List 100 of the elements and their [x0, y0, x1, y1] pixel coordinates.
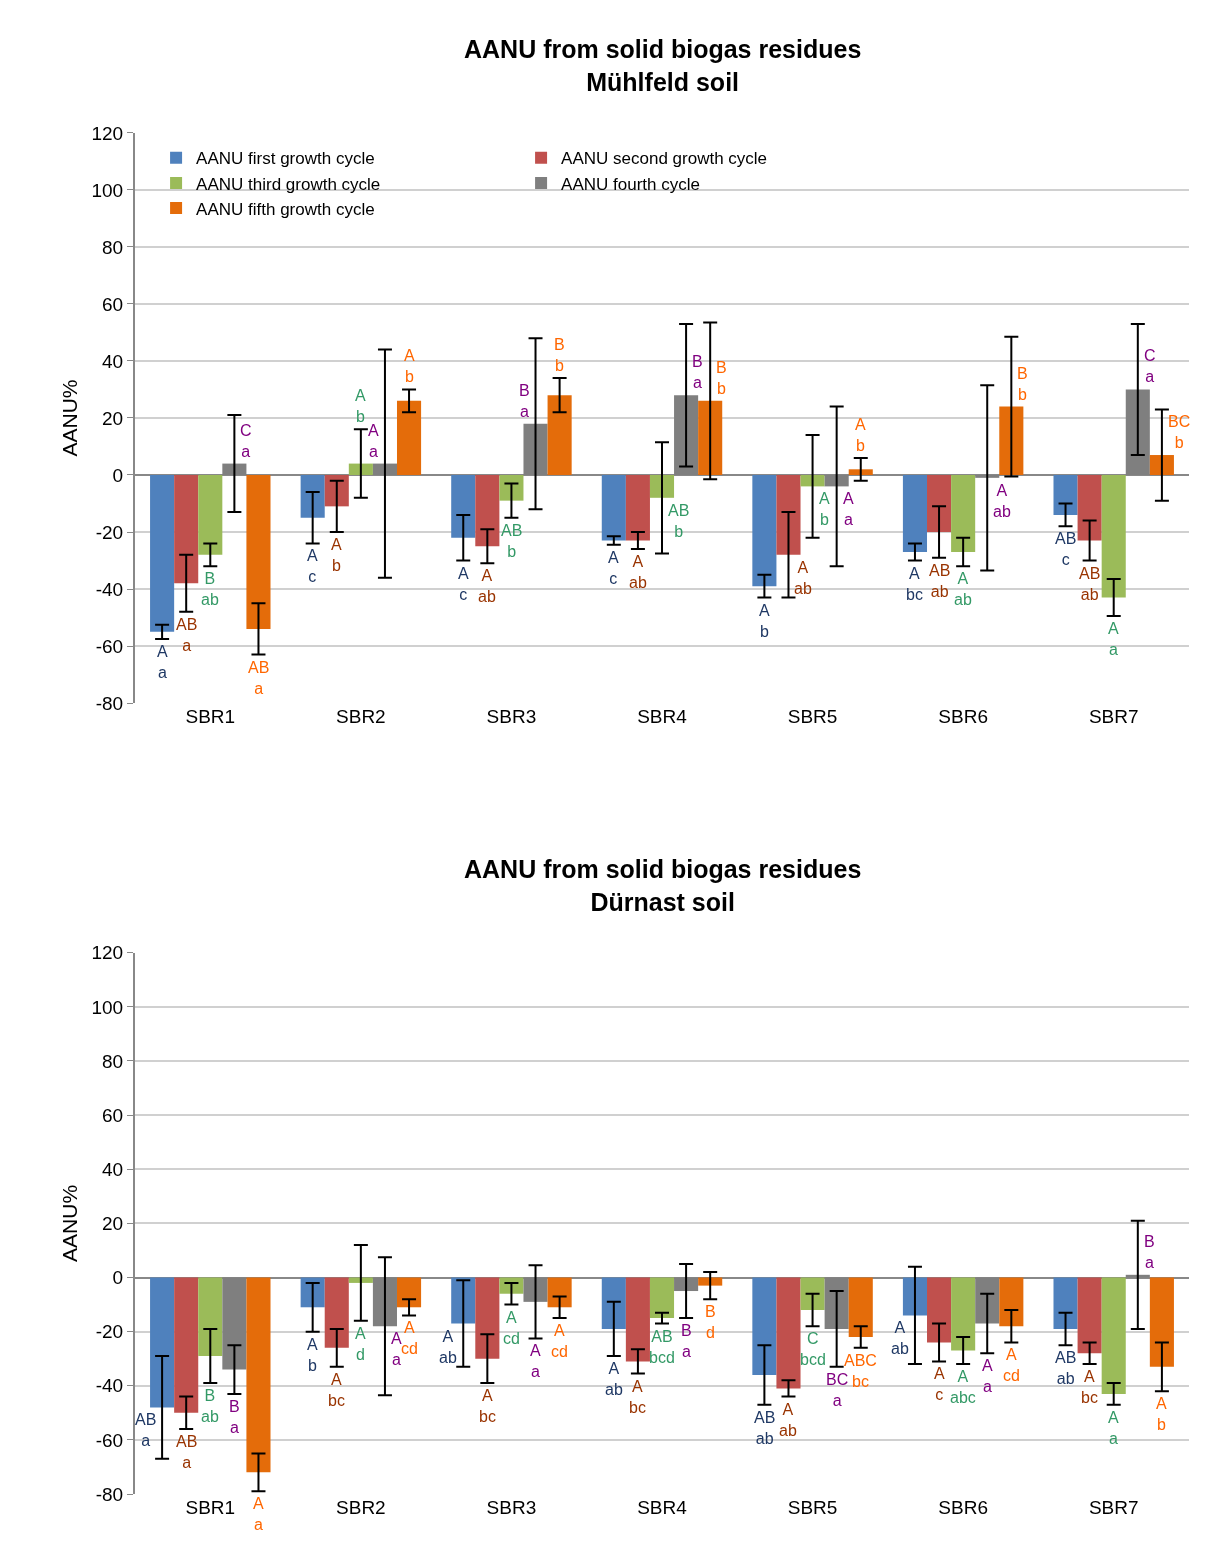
y-tick-label: 120	[91, 942, 124, 964]
y-tick-label: 60	[102, 1104, 124, 1126]
data-label: A bc	[906, 565, 923, 603]
data-label: AB ab	[1079, 565, 1101, 603]
bar	[1101, 474, 1126, 598]
data-label: A a	[1108, 620, 1119, 658]
data-label: A a	[391, 1330, 402, 1368]
data-label: BC b	[1168, 413, 1191, 451]
data-label: A bc	[629, 1378, 646, 1416]
bar	[499, 474, 524, 501]
data-label: C bcd	[800, 1330, 826, 1368]
y-tick-label: 60	[102, 293, 124, 315]
bar	[547, 395, 572, 475]
data-label: AB b	[668, 502, 690, 540]
data-label: A c	[307, 547, 318, 585]
legend-label: AANU second growth cycle	[561, 149, 768, 169]
data-label: A c	[934, 1365, 945, 1403]
data-label: B a	[1144, 1233, 1155, 1271]
data-label: A bc	[1081, 1368, 1098, 1406]
chart-title: AANU from solid biogas residues Mühlfeld soil	[464, 35, 862, 96]
data-label: A ab	[794, 559, 812, 597]
data-label: AB ab	[754, 1409, 776, 1447]
bar	[300, 474, 325, 518]
bar	[999, 406, 1024, 475]
data-label: A b	[331, 536, 342, 574]
y-tick-label: -40	[95, 578, 124, 600]
x-tick-label: SBR2	[336, 1497, 386, 1519]
bar	[396, 400, 422, 475]
y-tick-label: -60	[95, 1429, 124, 1451]
data-label: B a	[519, 382, 530, 420]
data-label: A d	[355, 1325, 366, 1363]
data-label: AB c	[1055, 530, 1077, 568]
bar	[198, 474, 223, 555]
data-label: A a	[1108, 1409, 1119, 1447]
bar	[698, 400, 723, 475]
x-tick-label: SBR7	[1088, 706, 1139, 728]
data-label: B d	[705, 1303, 716, 1341]
y-tick-label: 20	[102, 407, 124, 429]
bar	[451, 474, 476, 538]
data-label: B ab	[201, 570, 219, 608]
data-label: A a	[368, 422, 379, 460]
y-tick-label: 120	[91, 122, 124, 144]
bar	[625, 474, 650, 541]
data-label: A b	[759, 602, 770, 640]
bar	[1149, 455, 1174, 475]
data-label: B ab	[201, 1387, 219, 1425]
bar	[475, 474, 500, 547]
data-label: AB a	[135, 1411, 157, 1449]
y-tick-label: -40	[95, 1375, 124, 1397]
data-label: AB b	[501, 522, 523, 560]
x-tick-label: SBR2	[336, 706, 386, 728]
data-label: AB a	[176, 616, 198, 654]
data-label: AB a	[248, 659, 270, 697]
x-tick-label: SBR3	[486, 706, 537, 728]
data-label: A bc	[328, 1371, 345, 1409]
data-label: A cd	[551, 1322, 568, 1360]
y-tick-label: -80	[95, 1483, 124, 1505]
y-tick-label: -20	[95, 521, 124, 543]
data-label: AB ab	[929, 562, 951, 600]
data-label: A cd	[401, 1319, 418, 1357]
legend-label: AANU first growth cycle	[196, 149, 375, 169]
data-label: A a	[982, 1357, 993, 1395]
legend-label: AANU fifth growth cycle	[196, 199, 375, 219]
data-label: A ab	[779, 1401, 797, 1439]
bar	[601, 474, 626, 541]
y-tick-label: 20	[102, 1213, 124, 1235]
x-tick-label: SBR6	[938, 706, 988, 728]
x-tick-label: SBR1	[185, 1497, 236, 1519]
data-label: AB a	[176, 1433, 198, 1471]
legend-label: AANU third growth cycle	[196, 174, 381, 194]
data-label: A a	[843, 490, 854, 528]
bar	[150, 474, 175, 632]
x-tick-label: SBR1	[185, 706, 236, 728]
data-label: A ab	[629, 553, 647, 591]
x-tick-label: SBR4	[637, 706, 688, 728]
y-tick-label: -60	[95, 635, 124, 657]
bar	[951, 474, 976, 552]
data-label: B a	[229, 1398, 240, 1436]
data-label: A cd	[1003, 1346, 1020, 1384]
y-tick-label: 40	[102, 350, 124, 372]
data-label: AB ab	[1055, 1349, 1077, 1387]
y-tick-label: 100	[91, 996, 124, 1018]
data-label: A ab	[605, 1360, 623, 1398]
x-tick-label: SBR5	[787, 706, 838, 728]
y-tick-label: 40	[102, 1158, 124, 1180]
data-label: A a	[530, 1342, 541, 1380]
y-axis-title: AANU%	[58, 1184, 82, 1262]
data-label: A ab	[993, 482, 1011, 520]
data-label: A cd	[503, 1309, 520, 1347]
y-tick-label: 80	[102, 236, 124, 258]
data-label: B a	[681, 1322, 692, 1360]
x-tick-label: SBR5	[787, 1497, 838, 1519]
bar	[776, 474, 801, 555]
bar	[848, 469, 873, 475]
y-tick-label: -20	[95, 1321, 124, 1343]
chart-title: AANU from solid biogas residues Dürnast soil	[464, 855, 862, 916]
data-label: A b	[819, 490, 830, 528]
y-tick-label: 0	[112, 1267, 124, 1289]
data-label: A ab	[478, 567, 496, 605]
data-label: AB bcd	[649, 1328, 675, 1366]
